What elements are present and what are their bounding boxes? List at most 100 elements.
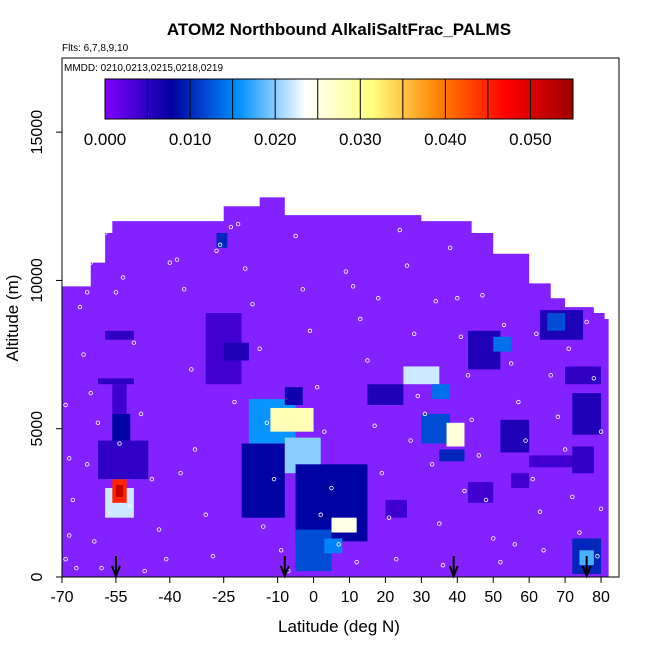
sample-point bbox=[458, 334, 464, 339]
sample-point bbox=[250, 301, 255, 307]
sample-point bbox=[138, 411, 144, 417]
sample-point bbox=[217, 242, 223, 248]
sample-point bbox=[372, 423, 377, 428]
x-tick-label: 0 bbox=[309, 589, 318, 606]
heatmap-cell bbox=[331, 517, 357, 533]
heatmap-cell bbox=[270, 407, 314, 432]
sample-point bbox=[228, 224, 234, 230]
arrow-head bbox=[448, 565, 459, 579]
plot-area bbox=[62, 58, 619, 579]
heatmap-cell bbox=[324, 538, 343, 554]
arrow-marker bbox=[279, 556, 290, 579]
x-tick-label: -70 bbox=[50, 589, 73, 606]
heatmap-cell bbox=[105, 330, 134, 340]
x-tick-label: -10 bbox=[266, 589, 289, 606]
sample-point bbox=[469, 417, 474, 423]
heatmap-cell bbox=[439, 449, 465, 462]
sample-point bbox=[106, 224, 111, 230]
colorbar-tick-label: 0.000 bbox=[84, 130, 127, 149]
colorbar-tick-label: 0.010 bbox=[169, 130, 212, 149]
sample-point bbox=[483, 497, 489, 503]
sample-point bbox=[318, 512, 323, 517]
sample-point bbox=[178, 471, 183, 476]
sample-point bbox=[189, 367, 194, 372]
y-tick-label: 0 bbox=[29, 572, 46, 581]
heatmap-cell bbox=[446, 422, 465, 447]
heatmap-cell bbox=[493, 336, 512, 352]
sample-point bbox=[66, 533, 72, 538]
sample-point bbox=[243, 266, 248, 271]
sample-point bbox=[577, 530, 582, 535]
x-tick-label: 20 bbox=[377, 589, 395, 606]
sample-point bbox=[81, 352, 86, 357]
heatmap-cell bbox=[112, 384, 127, 414]
arrow-head bbox=[110, 565, 121, 579]
sample-point bbox=[534, 331, 539, 337]
heatmap-cell bbox=[367, 384, 404, 405]
sample-point bbox=[397, 227, 402, 233]
sample-point bbox=[88, 390, 93, 396]
arrow-marker bbox=[581, 556, 592, 579]
chart-title: ATOM2 Northbound AlkaliSaltFrac_PALMS bbox=[167, 20, 511, 39]
heatmap-cell bbox=[241, 443, 285, 518]
sample-point bbox=[354, 559, 359, 565]
sample-point bbox=[235, 221, 241, 227]
heatmap-cell bbox=[115, 485, 124, 497]
sample-point bbox=[508, 361, 514, 366]
sample-point bbox=[117, 441, 122, 446]
coverage-layer bbox=[62, 197, 609, 577]
cells-layer bbox=[97, 232, 602, 575]
heatmap-cell bbox=[223, 342, 249, 361]
x-axis: -70 -55 -40 -25 -10 0 10 20 30 40 50 60 70 80 bbox=[50, 577, 610, 606]
x-axis-label: Latitude (deg N) bbox=[278, 617, 400, 636]
x-tick-label: 80 bbox=[592, 589, 610, 606]
flights-subtitle: Flts: 6,7,8,9,10 bbox=[62, 43, 129, 54]
sample-point bbox=[447, 245, 453, 251]
heatmap-cell bbox=[500, 419, 530, 453]
sample-point bbox=[598, 429, 604, 434]
y-axis-label: Altitude (m) bbox=[3, 275, 22, 362]
heatmap-cell bbox=[385, 499, 407, 518]
sample-point bbox=[491, 536, 496, 541]
sample-point bbox=[480, 293, 485, 298]
sample-point bbox=[541, 548, 546, 553]
heatmap-cell bbox=[284, 387, 303, 405]
sample-point bbox=[376, 296, 381, 301]
y-tick-label: 15000 bbox=[29, 110, 46, 155]
sample-point bbox=[584, 319, 589, 325]
sample-point bbox=[181, 287, 187, 292]
heatmap-cell bbox=[468, 482, 494, 503]
sample-point bbox=[595, 554, 600, 559]
y-tick-label: 10000 bbox=[29, 258, 46, 303]
sample-point bbox=[95, 420, 101, 425]
sample-point bbox=[210, 554, 216, 559]
sample-point bbox=[570, 494, 575, 500]
arrow-markers-layer bbox=[110, 556, 592, 579]
heatmap-cell bbox=[511, 473, 530, 489]
sample-point bbox=[408, 438, 413, 443]
colorbar-tick-label: 0.030 bbox=[339, 130, 382, 149]
heatmap-cell bbox=[547, 313, 566, 331]
sample-point bbox=[293, 233, 298, 239]
sample-point bbox=[156, 527, 162, 532]
heatmap-cell bbox=[216, 232, 228, 248]
sample-point bbox=[113, 290, 119, 295]
dates-subtitle: MMDD: 0210,0213,0215,0218,0219 bbox=[64, 63, 223, 74]
sample-point bbox=[465, 373, 471, 378]
sample-point bbox=[74, 565, 79, 571]
colorbar: 0.000 0.010 0.020 0.030 0.040 0.050 bbox=[84, 78, 574, 149]
sample-point bbox=[386, 515, 392, 520]
sample-point bbox=[365, 358, 370, 363]
heatmap-cell bbox=[97, 378, 134, 385]
colorbar-tick-label: 0.020 bbox=[254, 130, 297, 149]
colorbar-rect bbox=[104, 78, 574, 120]
sample-point bbox=[264, 420, 270, 425]
sample-point bbox=[462, 488, 467, 494]
x-tick-label: 10 bbox=[341, 589, 359, 606]
sample-point bbox=[149, 476, 155, 482]
sample-point bbox=[88, 260, 93, 265]
arrow-marker bbox=[448, 556, 459, 579]
x-tick-label: 70 bbox=[556, 589, 574, 606]
sample-point bbox=[411, 331, 417, 337]
x-tick-label: 30 bbox=[412, 589, 430, 606]
